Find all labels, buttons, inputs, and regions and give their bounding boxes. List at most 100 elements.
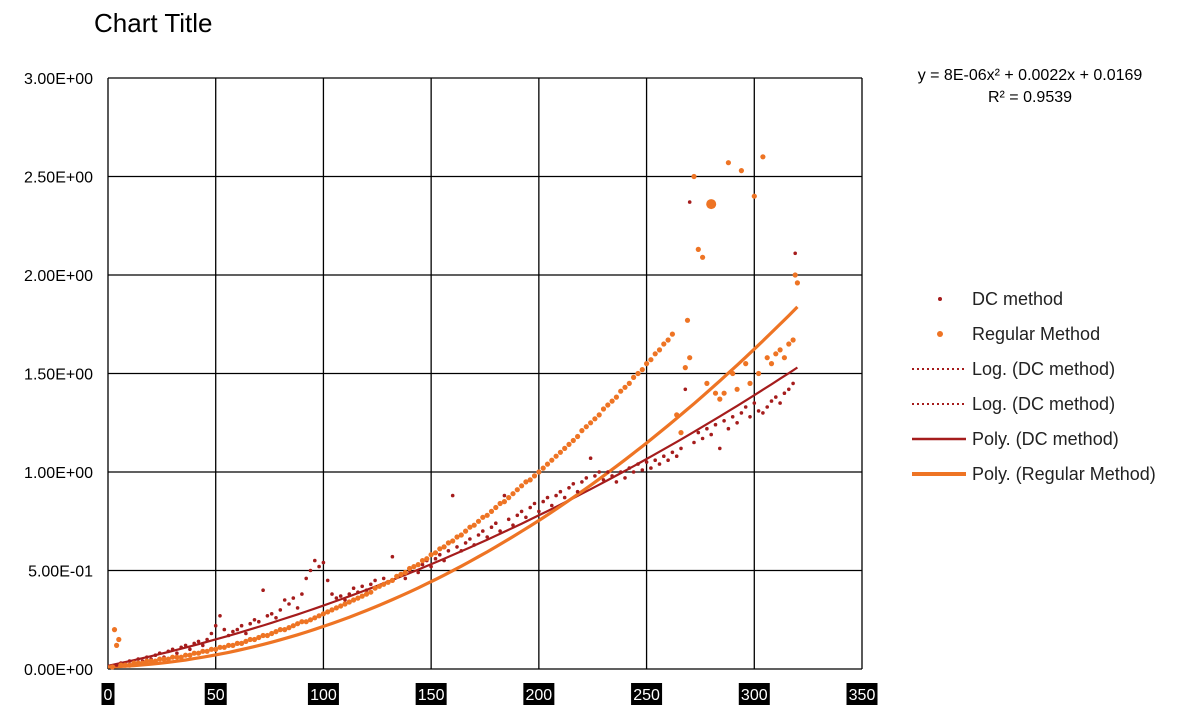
- data-point: [557, 449, 564, 455]
- data-point: [463, 541, 468, 545]
- data-point: [622, 384, 628, 390]
- data-point: [455, 545, 459, 549]
- data-point: [114, 642, 120, 649]
- x-tick-background: [307, 683, 339, 705]
- data-point: [652, 351, 658, 357]
- data-point: [705, 426, 709, 431]
- data-point: [419, 558, 426, 564]
- data-point: [196, 639, 201, 644]
- data-point: [506, 517, 511, 522]
- data-point: [484, 512, 490, 518]
- data-point: [320, 611, 326, 617]
- data-point: [674, 412, 680, 418]
- x-tick-label: 300: [741, 687, 768, 704]
- legend-label: Log. (DC method): [972, 359, 1115, 379]
- data-point: [257, 619, 261, 624]
- data-point: [579, 428, 585, 434]
- data-point: [549, 457, 555, 463]
- r-squared-text: R² = 0.9539: [988, 89, 1072, 106]
- data-point: [639, 367, 645, 373]
- data-point: [269, 612, 274, 616]
- data-point: [695, 246, 701, 252]
- data-point: [683, 387, 688, 392]
- data-point: [153, 653, 158, 657]
- data-point: [481, 529, 485, 533]
- data-point: [712, 390, 719, 396]
- data-point: [497, 500, 503, 507]
- legend-label: DC method: [972, 289, 1063, 309]
- data-point: [416, 570, 421, 575]
- data-point: [122, 662, 128, 668]
- data-point: [247, 636, 253, 643]
- data-point: [183, 643, 188, 648]
- x-tick-background: [523, 683, 555, 705]
- data-point: [682, 365, 688, 371]
- legend-label: Poly. (DC method): [972, 429, 1119, 449]
- data-point: [519, 509, 524, 514]
- data-point: [488, 508, 495, 514]
- data-point: [644, 460, 649, 464]
- data-point: [463, 528, 469, 534]
- data-point: [303, 619, 309, 625]
- data-point: [372, 585, 378, 591]
- data-point: [170, 654, 176, 660]
- data-point: [687, 355, 693, 361]
- data-point: [687, 200, 692, 204]
- data-point: [764, 355, 770, 361]
- data-point: [511, 523, 515, 527]
- data-point: [131, 660, 137, 666]
- data-point: [791, 381, 795, 386]
- data-point: [308, 568, 313, 573]
- data-point: [787, 387, 791, 392]
- data-point: [244, 631, 248, 636]
- data-point: [601, 478, 606, 482]
- data-point: [454, 534, 460, 540]
- data-point: [459, 549, 464, 553]
- data-point: [231, 629, 235, 634]
- data-point: [679, 446, 683, 451]
- data-points: [109, 154, 801, 670]
- data-point: [618, 470, 623, 474]
- data-point: [567, 486, 571, 490]
- data-point: [523, 479, 529, 485]
- data-point: [631, 374, 637, 380]
- data-point: [136, 657, 140, 661]
- data-point: [730, 370, 736, 377]
- data-point: [583, 424, 589, 430]
- data-point: [213, 646, 219, 652]
- data-point: [187, 652, 193, 658]
- data-point: [312, 615, 318, 621]
- data-point: [739, 411, 744, 415]
- data-point: [777, 347, 783, 353]
- data-point: [325, 578, 330, 583]
- data-point: [635, 370, 641, 377]
- data-point: [360, 584, 365, 589]
- data-point: [248, 621, 252, 626]
- data-point: [575, 433, 581, 440]
- data-point: [605, 402, 611, 408]
- data-point: [588, 456, 593, 461]
- data-point: [356, 590, 360, 594]
- data-point: [489, 525, 494, 529]
- data-point: [531, 473, 538, 479]
- data-point: [359, 593, 365, 599]
- data-point: [494, 521, 498, 525]
- data-point: [584, 476, 589, 480]
- x-axis-ticks: 0 50 100 150 200 250 300 350: [101, 683, 878, 705]
- data-point: [369, 582, 373, 587]
- data-point: [782, 391, 787, 396]
- data-point: [606, 470, 610, 474]
- data-point: [437, 546, 443, 552]
- data-point: [205, 637, 209, 642]
- data-point: [148, 658, 154, 664]
- data-point: [226, 642, 232, 649]
- data-point: [600, 406, 607, 412]
- data-point: [704, 380, 710, 386]
- data-point: [566, 441, 572, 447]
- data-point: [438, 552, 442, 557]
- data-point: [295, 621, 301, 627]
- equation-text: y = 8E-06x² + 0.0022x + 0.0169: [918, 67, 1143, 84]
- trendlines: [107, 305, 799, 669]
- data-point: [442, 558, 446, 563]
- data-point: [334, 596, 339, 600]
